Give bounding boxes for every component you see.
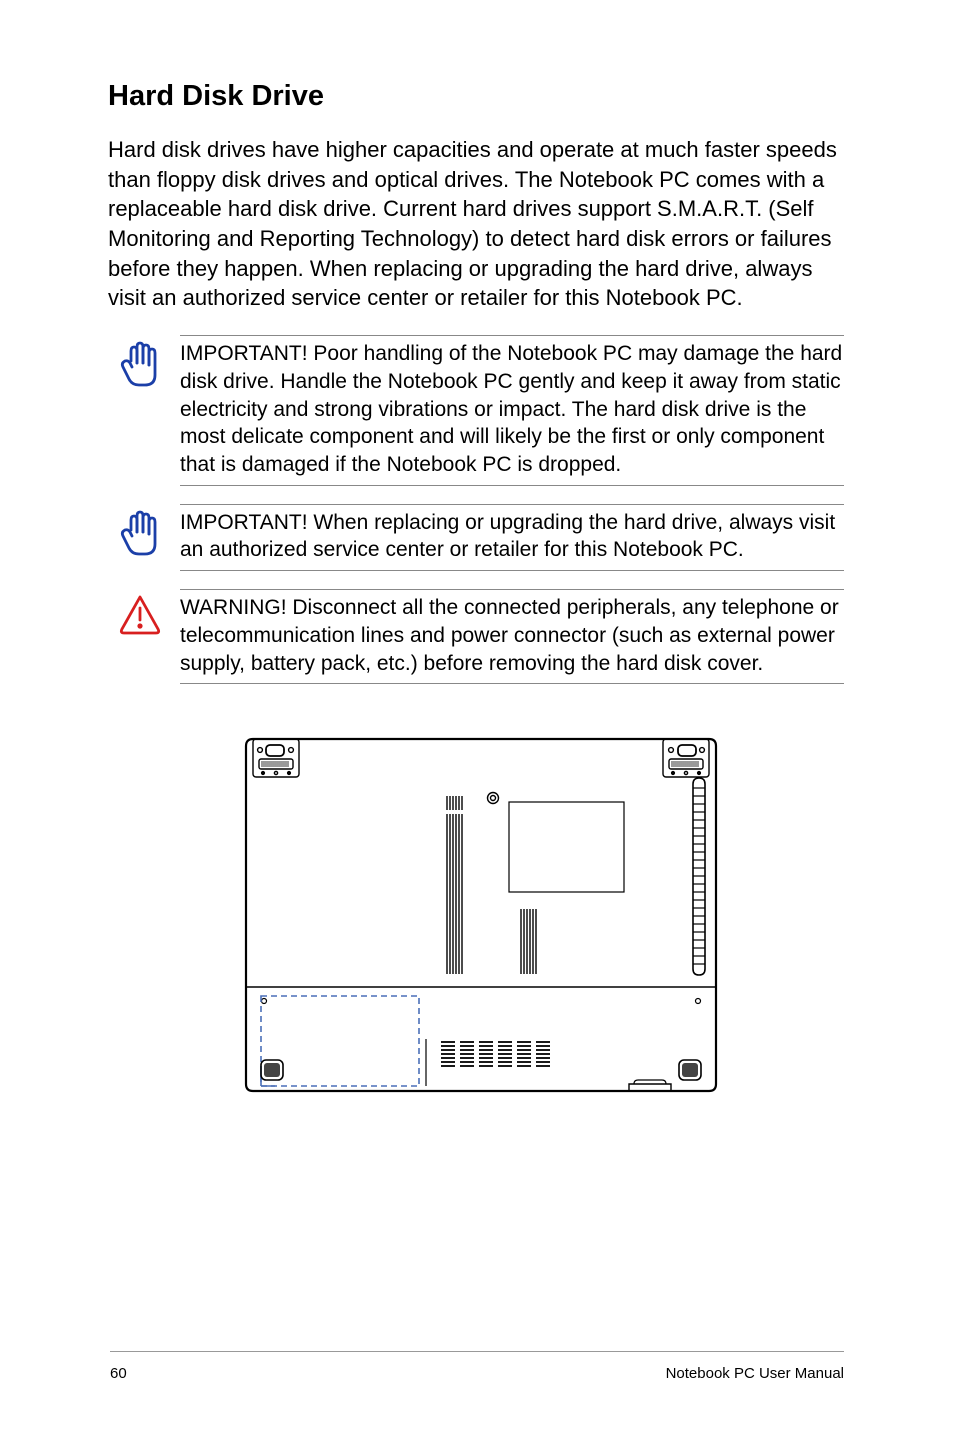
note-text: WARNING! Disconnect all the connected pe… [180,589,844,684]
hand-stop-icon [118,504,180,565]
note-important-2: IMPORTANT! When replacing or upgrading t… [108,504,854,571]
manual-title: Notebook PC User Manual [666,1365,844,1382]
notebook-bottom-diagram [108,734,854,1101]
intro-paragraph: Hard disk drives have higher capacities … [108,135,854,313]
note-important-1: IMPORTANT! Poor handling of the Notebook… [108,335,854,486]
page-number: 60 [110,1365,127,1382]
note-text: IMPORTANT! When replacing or upgrading t… [180,504,844,571]
hand-stop-icon [118,335,180,396]
warning-icon [118,589,180,642]
footer-divider [110,1351,844,1352]
section-heading: Hard Disk Drive [108,80,854,113]
note-text: IMPORTANT! Poor handling of the Notebook… [180,335,844,486]
page-footer: 60 Notebook PC User Manual [0,1365,954,1382]
note-warning: WARNING! Disconnect all the connected pe… [108,589,854,684]
